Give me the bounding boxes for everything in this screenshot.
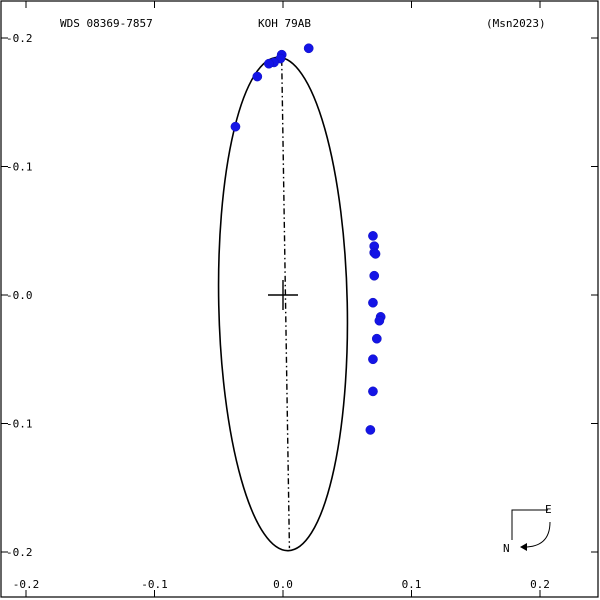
compass-east-label: E	[545, 503, 552, 516]
compass-arrowhead	[520, 543, 527, 551]
observation-point	[368, 297, 378, 308]
observation-point	[264, 58, 274, 69]
compass-arc-arrow	[521, 521, 551, 548]
observation-point	[369, 270, 380, 281]
y-tick-label: -0.1	[6, 161, 33, 174]
header-right-label: (Msn2023)	[486, 17, 546, 30]
compass-north-label: N	[503, 542, 510, 555]
points-layer	[230, 43, 386, 435]
observation-point	[368, 231, 378, 241]
observation-point	[370, 249, 381, 259]
header-left-label: WDS 08369-7857	[60, 17, 153, 30]
compass-icon: E N	[503, 503, 552, 555]
observation-point	[365, 425, 376, 435]
x-tick-label: 0.0	[273, 578, 293, 591]
y-tick-label: -0.2	[6, 32, 33, 45]
observation-point	[368, 386, 378, 397]
y-tick-label: -0.2	[6, 546, 33, 559]
x-tick-label: 0.1	[402, 578, 422, 591]
line-of-nodes	[281, 59, 291, 549]
header-center-label: KOH 79AB	[258, 17, 311, 30]
observation-point	[371, 333, 382, 344]
compass-arms	[511, 509, 548, 540]
x-tick-label: -0.1	[141, 578, 168, 591]
x-tick-label: 0.2	[530, 578, 550, 591]
observation-point	[252, 71, 263, 82]
observation-point	[230, 121, 241, 132]
observation-point	[303, 43, 314, 54]
x-tick-label: -0.2	[13, 578, 40, 591]
observation-point	[368, 354, 378, 365]
observation-point	[374, 315, 385, 326]
y-tick-label: -0.0	[6, 289, 33, 302]
y-tick-label: -0.1	[6, 418, 33, 431]
